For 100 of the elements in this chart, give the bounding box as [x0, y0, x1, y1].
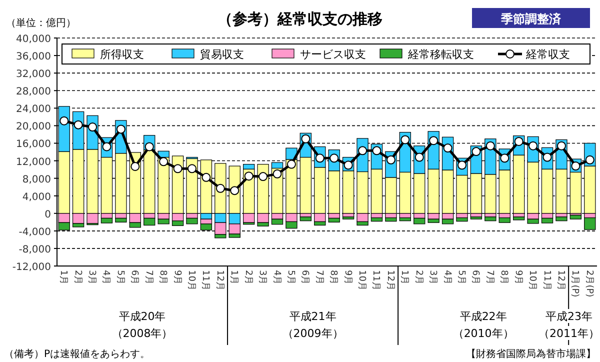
bar [498, 217, 510, 223]
point [429, 136, 438, 146]
point [486, 141, 495, 150]
y-tick-label: 28,000 [16, 86, 51, 98]
x-tick-label: 1月 [399, 270, 410, 285]
x-tick-label: 3月 [257, 270, 268, 285]
text: （備考）Pは速報値をあらわす。 [4, 348, 150, 360]
point [74, 120, 83, 130]
point [188, 164, 196, 174]
y-tick-label: 4,000 [22, 192, 51, 203]
bar [570, 214, 582, 220]
x-tick-label: 11月 [541, 270, 552, 290]
x-tick-label: 11月 [370, 270, 381, 290]
point [286, 160, 296, 169]
x-tick-label: 12月 [555, 270, 566, 290]
bar [456, 217, 468, 222]
point [472, 147, 481, 156]
y-tick-label: 40,000 [16, 34, 51, 45]
point [372, 146, 382, 156]
point [116, 124, 126, 134]
x-tick-label: 6月 [300, 270, 310, 285]
legend-label: 経常移転収支 [407, 48, 474, 61]
x-tick-label: 1月 [58, 270, 68, 285]
x-tick-label: 1月(P) [570, 270, 580, 298]
point [556, 141, 566, 150]
point [130, 162, 140, 171]
x-tick-label: 8月 [158, 270, 168, 285]
y-tick-label: 24,000 [16, 104, 51, 116]
bar [385, 217, 397, 222]
point [258, 172, 268, 182]
legend-label: サービス収支 [300, 48, 366, 61]
y-tick-label: 32,000 [16, 69, 51, 80]
x-tick-label: 2月(P) [584, 270, 594, 298]
bar [399, 217, 411, 222]
x-tick-label: 3月 [428, 270, 438, 285]
text: 平成21年 [289, 310, 336, 323]
point [244, 172, 254, 181]
x-tick-label: 2月 [413, 270, 424, 285]
legend-label: 所得収支 [100, 48, 144, 61]
point [60, 116, 69, 126]
x-tick-label: 4月 [100, 270, 111, 285]
y-tick-label: -12,000 [12, 262, 51, 273]
x-tick-label: 12月 [384, 270, 395, 290]
legend-label: 貿易収支 [200, 48, 244, 61]
x-tick-label: 1月 [228, 270, 239, 285]
x-tick-label: 10月 [186, 270, 196, 290]
point [272, 169, 282, 178]
x-tick-label: 7月 [314, 270, 324, 285]
x-tick-label: 12月 [214, 270, 224, 290]
x-tick-label: 5月 [285, 270, 296, 285]
x-tick-label: 7月 [143, 270, 154, 285]
text: （2008年） [112, 327, 173, 340]
bar [370, 217, 383, 222]
x-tick-label: 10月 [527, 270, 538, 290]
text: （2009年） [282, 327, 344, 340]
x-tick-label: 4月 [442, 270, 452, 285]
text: 平成23年 [546, 310, 592, 323]
point [443, 144, 452, 153]
bar [556, 216, 568, 222]
x-tick-label: 3月 [86, 270, 97, 285]
y-tick-label: 20,000 [16, 122, 51, 133]
x-tick-label: 6月 [470, 270, 480, 285]
y-tick-label: 16,000 [16, 139, 51, 150]
y-tick-label: 36,000 [16, 52, 51, 63]
point [400, 135, 410, 144]
x-tick-label: 11月 [200, 270, 210, 290]
point [216, 184, 225, 193]
chart-subtitle: 季節調整済 [500, 12, 562, 26]
y-tick-label: 0 [44, 209, 51, 220]
bar [342, 216, 354, 220]
x-tick-label: 2月 [242, 270, 253, 285]
point [88, 122, 98, 132]
x-tick-label: 6月 [129, 270, 140, 285]
text: （2010年） [452, 327, 514, 340]
x-tick-label: 8月 [498, 270, 509, 285]
legend-label: 経常収支 [525, 48, 570, 61]
bar [300, 216, 312, 222]
y-axis-title: （単位：億円） [6, 17, 76, 29]
x-tick-label: 7月 [484, 270, 494, 285]
x-tick-label: 10月 [356, 270, 367, 290]
x-tick-label: 9月 [172, 270, 182, 285]
y-tick-label: -8,000 [18, 244, 51, 256]
x-tick-label: 5月 [114, 270, 125, 285]
x-tick-label: 5月 [456, 270, 466, 285]
y-tick-label: 12,000 [16, 156, 51, 168]
chart-title: （参考）経常収支の推移 [218, 10, 382, 28]
x-tick-label: 2月 [72, 270, 82, 285]
point [202, 172, 211, 182]
text: 平成20年 [118, 310, 166, 323]
x-tick-label: 8月 [328, 270, 338, 285]
point [585, 155, 594, 164]
text: 平成22年 [460, 310, 507, 323]
bar [470, 216, 482, 220]
y-tick-label: -4,000 [18, 226, 51, 238]
bar [484, 216, 496, 222]
y-tick-label: 8,000 [22, 174, 51, 186]
x-tick-label: 4月 [271, 270, 282, 285]
point [173, 164, 182, 174]
bar [513, 216, 525, 220]
x-tick-label: 9月 [342, 270, 352, 285]
